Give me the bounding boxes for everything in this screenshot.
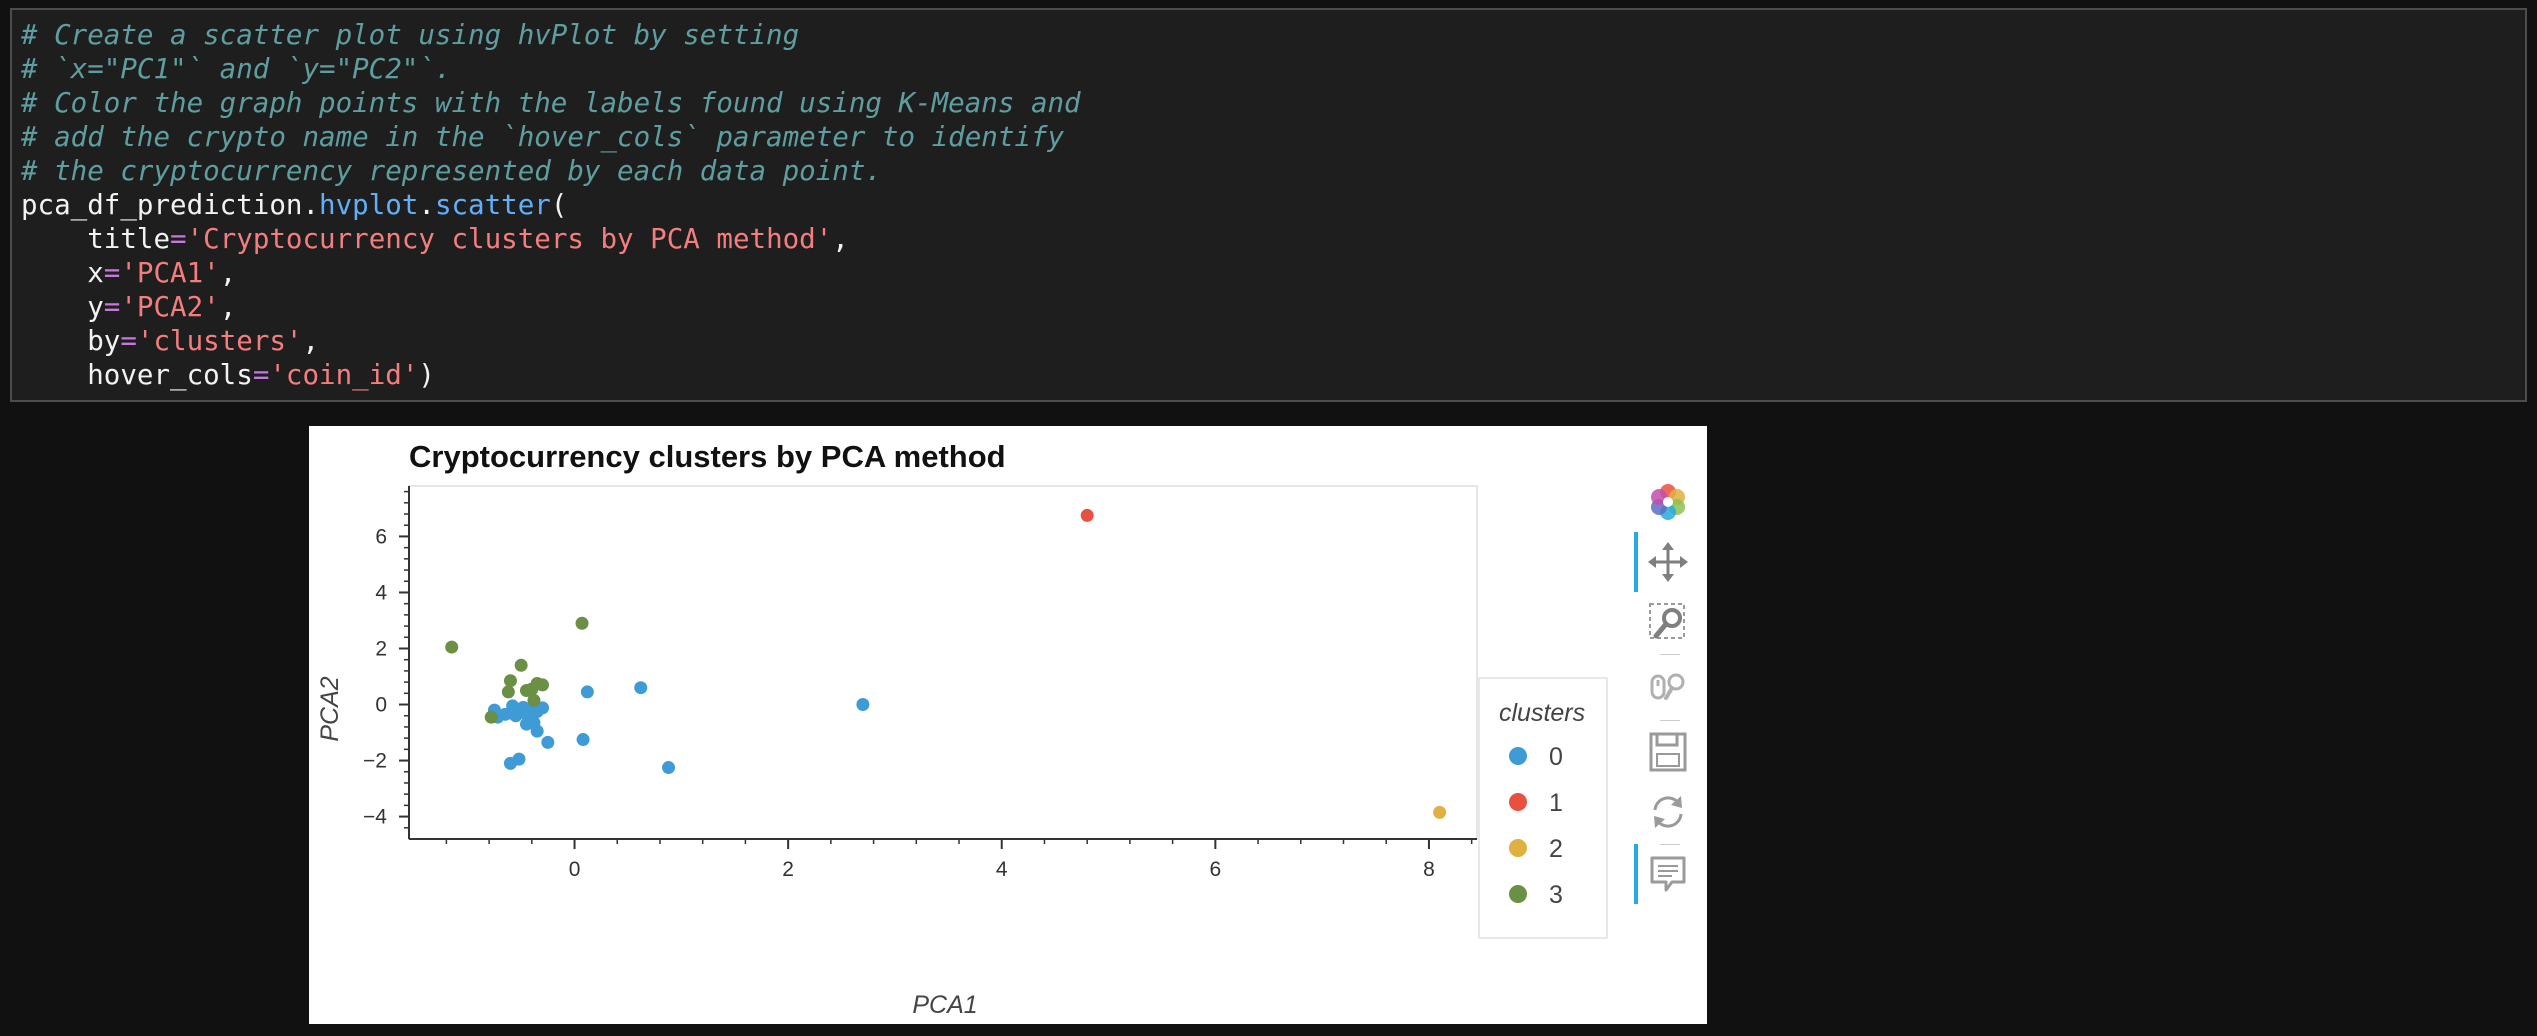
code-comment-line: # add the crypto name in the `hover_cols… xyxy=(21,121,1065,153)
x-axis-label: PCA1 xyxy=(912,991,977,1019)
bokeh-logo-icon[interactable] xyxy=(1638,476,1698,528)
data-point-cluster-0[interactable] xyxy=(580,685,594,699)
legend-label[interactable]: 1 xyxy=(1549,789,1563,817)
code-comment-line: # `x="PC1"` and `y="PC2"`. xyxy=(21,53,452,85)
code-string: 'Cryptocurrency clusters by PCA method' xyxy=(186,223,833,255)
legend[interactable]: clusters 0 1 2 3 xyxy=(1478,677,1608,939)
data-point-cluster-3[interactable] xyxy=(445,640,459,654)
code-method: scatter xyxy=(434,189,551,221)
legend-box xyxy=(1478,677,1608,939)
data-point-cluster-0[interactable] xyxy=(662,761,676,775)
data-point-cluster-3[interactable] xyxy=(536,678,549,692)
axes: 0 2 4 6 8 −4 −2 0 2 4 6 xyxy=(363,486,1477,881)
pan-icon[interactable] xyxy=(1634,532,1698,592)
chart-title: Cryptocurrency clusters by PCA method xyxy=(409,439,1006,474)
code-kwarg: x xyxy=(87,257,104,289)
code-kwarg: hover_cols xyxy=(87,359,253,391)
code-comment-line: # Color the graph points with the labels… xyxy=(21,87,1081,119)
toolbar-separator xyxy=(1660,720,1680,721)
data-point-cluster-0[interactable] xyxy=(856,698,870,712)
code-accessor: hvplot xyxy=(319,189,419,221)
data-point-cluster-1[interactable] xyxy=(1080,508,1094,522)
code-kwarg: title xyxy=(87,223,171,255)
data-point-cluster-0[interactable] xyxy=(541,735,555,749)
wheel-zoom-icon[interactable] xyxy=(1638,662,1698,714)
code-cell[interactable]: # Create a scatter plot using hvPlot by … xyxy=(10,8,2527,402)
x-tick-label: 2 xyxy=(782,858,794,881)
legend-title: clusters xyxy=(1499,699,1585,727)
box-zoom-icon[interactable] xyxy=(1638,596,1698,648)
data-points[interactable] xyxy=(445,508,1447,819)
x-tick-label: 8 xyxy=(1423,858,1435,881)
data-point-cluster-3[interactable] xyxy=(501,685,515,699)
legend-label[interactable]: 3 xyxy=(1549,881,1563,909)
x-tick-label: 6 xyxy=(1209,858,1221,881)
code-editor[interactable]: # Create a scatter plot using hvPlot by … xyxy=(21,19,1081,391)
y-tick-label: −2 xyxy=(363,750,387,773)
data-point-cluster-3[interactable] xyxy=(514,658,528,672)
plot-output: Cryptocurrency clusters by PCA method 0 2… xyxy=(309,426,1707,1024)
data-point-cluster-0[interactable] xyxy=(530,724,544,738)
legend-marker xyxy=(1509,885,1527,903)
code-object: pca_df_prediction xyxy=(21,189,303,221)
legend-marker xyxy=(1509,839,1527,857)
code-string: 'PCA1' xyxy=(120,257,220,289)
data-point-cluster-0[interactable] xyxy=(634,681,648,695)
data-point-cluster-3[interactable] xyxy=(503,674,517,688)
y-tick-label: 6 xyxy=(375,525,387,548)
code-string: 'PCA2' xyxy=(120,291,220,323)
data-point-cluster-2[interactable] xyxy=(1433,805,1447,819)
x-tick-label: 0 xyxy=(569,858,581,881)
reset-icon[interactable] xyxy=(1638,786,1698,838)
y-tick-label: 4 xyxy=(375,581,387,604)
data-point-cluster-0[interactable] xyxy=(576,733,590,747)
x-tick-label: 4 xyxy=(996,858,1008,881)
plot-frame xyxy=(408,485,1478,840)
legend-items[interactable]: 0 1 2 3 xyxy=(1509,743,1563,909)
toolbar-separator xyxy=(1660,844,1680,845)
save-icon[interactable] xyxy=(1638,726,1698,778)
toolbar-separator xyxy=(1660,654,1680,655)
legend-label[interactable]: 0 xyxy=(1549,743,1563,771)
y-axis-label: PCA2 xyxy=(316,676,344,741)
legend-marker xyxy=(1509,747,1527,765)
y-tick-label: 2 xyxy=(375,637,387,660)
data-point-cluster-0[interactable] xyxy=(536,701,549,715)
data-point-cluster-0[interactable] xyxy=(512,752,526,766)
legend-marker xyxy=(1509,793,1527,811)
data-point-cluster-3[interactable] xyxy=(527,693,541,707)
code-kwarg: y xyxy=(87,291,104,323)
plot-toolbar xyxy=(1634,476,1698,904)
y-tick-label: 0 xyxy=(375,694,387,717)
scatter-plot[interactable]: Cryptocurrency clusters by PCA method 0 2… xyxy=(309,426,1707,1024)
code-string: 'clusters' xyxy=(136,325,303,357)
data-point-cluster-3[interactable] xyxy=(484,710,498,724)
code-comment-line: # the cryptocurrency represented by each… xyxy=(21,155,882,187)
legend-label[interactable]: 2 xyxy=(1549,835,1563,863)
y-tick-label: −4 xyxy=(363,806,387,829)
code-kwarg: by xyxy=(87,325,121,357)
data-point-cluster-3[interactable] xyxy=(575,616,589,630)
code-string: 'coin_id' xyxy=(269,359,419,391)
hover-icon[interactable] xyxy=(1634,844,1698,904)
code-comment-line: # Create a scatter plot using hvPlot by … xyxy=(21,19,800,51)
